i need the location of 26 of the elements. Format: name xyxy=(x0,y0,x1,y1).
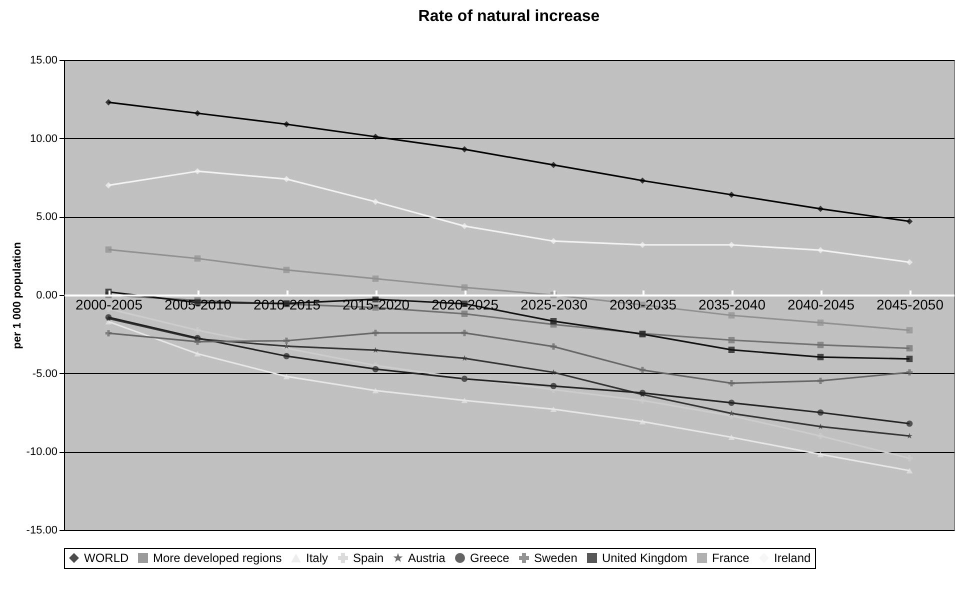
x-tick-label: 2015-2020 xyxy=(342,296,410,312)
legend-label: Austria xyxy=(408,551,446,565)
y-tick-label: -15.00 xyxy=(26,524,58,536)
y-tick-label: 0.00 xyxy=(36,290,58,302)
y-tick-label: -5.00 xyxy=(32,368,58,380)
legend-label: More developed regions xyxy=(153,551,282,565)
x-tick-label: 2000-2005 xyxy=(76,296,143,312)
x-tick-label: 2025-2030 xyxy=(520,296,588,312)
legend-label: Sweden xyxy=(534,551,578,565)
legend-label: Greece xyxy=(470,551,510,565)
y-tick-label: 10.00 xyxy=(30,132,58,145)
legend-label: WORLD xyxy=(84,551,129,565)
legend-label: Spain xyxy=(353,551,384,565)
y-axis-title: per 1 000 population xyxy=(11,242,24,349)
chart-title: Rate of natural increase xyxy=(418,8,600,25)
legend-label: Italy xyxy=(306,551,328,565)
legend-label: France xyxy=(712,551,750,565)
x-tick-label: 2035-2040 xyxy=(698,296,766,312)
x-tick-label: 2040-2045 xyxy=(788,296,855,312)
x-tick-label: 2045-2050 xyxy=(876,296,944,312)
y-tick-label: 15.00 xyxy=(30,54,58,66)
y-tick-label: -10.00 xyxy=(26,446,58,458)
x-tick-label: 2030-2035 xyxy=(610,296,677,312)
legend-label: United Kingdom xyxy=(602,551,688,565)
legend-label: Ireland xyxy=(774,551,811,565)
y-tick-label: 5.00 xyxy=(36,211,58,224)
